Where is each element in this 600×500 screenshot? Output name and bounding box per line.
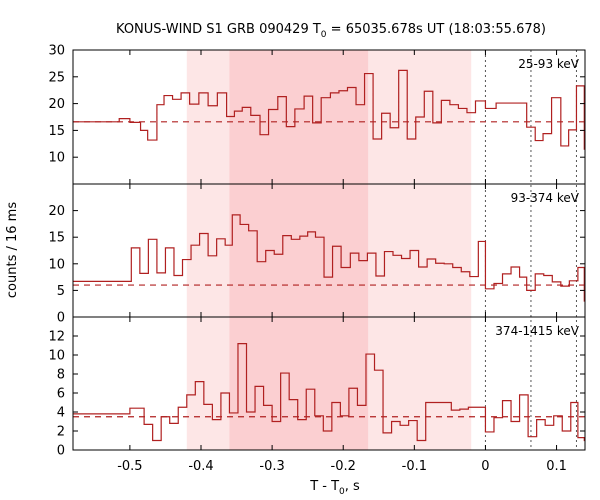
x-axis-label: T - T0, s — [309, 479, 360, 497]
energy-band-label: 374-1415 keV — [495, 324, 579, 338]
lightcurve-series — [73, 69, 585, 150]
y-tick-label: 6 — [57, 387, 65, 402]
x-tick-label: -0.1 — [402, 459, 427, 474]
lightcurve-series — [73, 343, 585, 442]
panel-1: 10 15 20 25 30 25-93 keV — [48, 44, 586, 185]
x-tick-label: -0.3 — [259, 459, 284, 474]
energy-band-label: 93-374 keV — [511, 191, 580, 205]
x-tick-label: 0.1 — [546, 459, 567, 474]
y-tick-label: 15 — [48, 124, 65, 139]
y-tick-label: 2 — [57, 425, 65, 440]
y-tick-label: 20 — [48, 97, 65, 112]
y-tick-label: 20 — [48, 204, 65, 219]
y-tick-label: 10 — [48, 349, 65, 364]
panel-2: 0 5 10 15 20 93-374 keV — [48, 183, 586, 326]
chart-title: KONUS-WIND S1 GRB 090429 T0 = 65035.678s… — [116, 22, 546, 40]
y-tick-label: 30 — [48, 44, 65, 59]
y-tick-label: 10 — [48, 151, 65, 166]
x-tick-label: -0.4 — [188, 459, 213, 474]
x-tick-label: -0.5 — [117, 459, 142, 474]
y-axis-label: counts / 16 ms — [5, 202, 20, 298]
y-tick-label: 25 — [48, 70, 65, 85]
y-tick-label: 5 — [57, 284, 65, 299]
y-tick-label: 15 — [48, 231, 65, 246]
y-tick-label: 0 — [57, 311, 65, 326]
y-tick-label: 12 — [48, 330, 65, 345]
burst-interval-band-inner — [229, 50, 369, 450]
y-tick-label: 8 — [57, 368, 65, 383]
plot-area: 10 15 20 25 30 25-93 keV 0 5 10 15 20 93-374 keV 0 2 4… — [48, 44, 586, 474]
y-tick-label: 0 — [57, 444, 65, 459]
x-tick-label: 0 — [481, 459, 489, 474]
panel-3: 0 2 4 6 8 10 12 374-1415 keV — [48, 316, 586, 459]
y-tick-label: 10 — [48, 257, 65, 272]
panel-frame — [72, 316, 586, 451]
x-tick-label: -0.2 — [331, 459, 356, 474]
lightcurve-series — [73, 214, 585, 302]
y-tick-label: 4 — [57, 406, 65, 421]
energy-band-label: 25-93 keV — [518, 57, 580, 71]
